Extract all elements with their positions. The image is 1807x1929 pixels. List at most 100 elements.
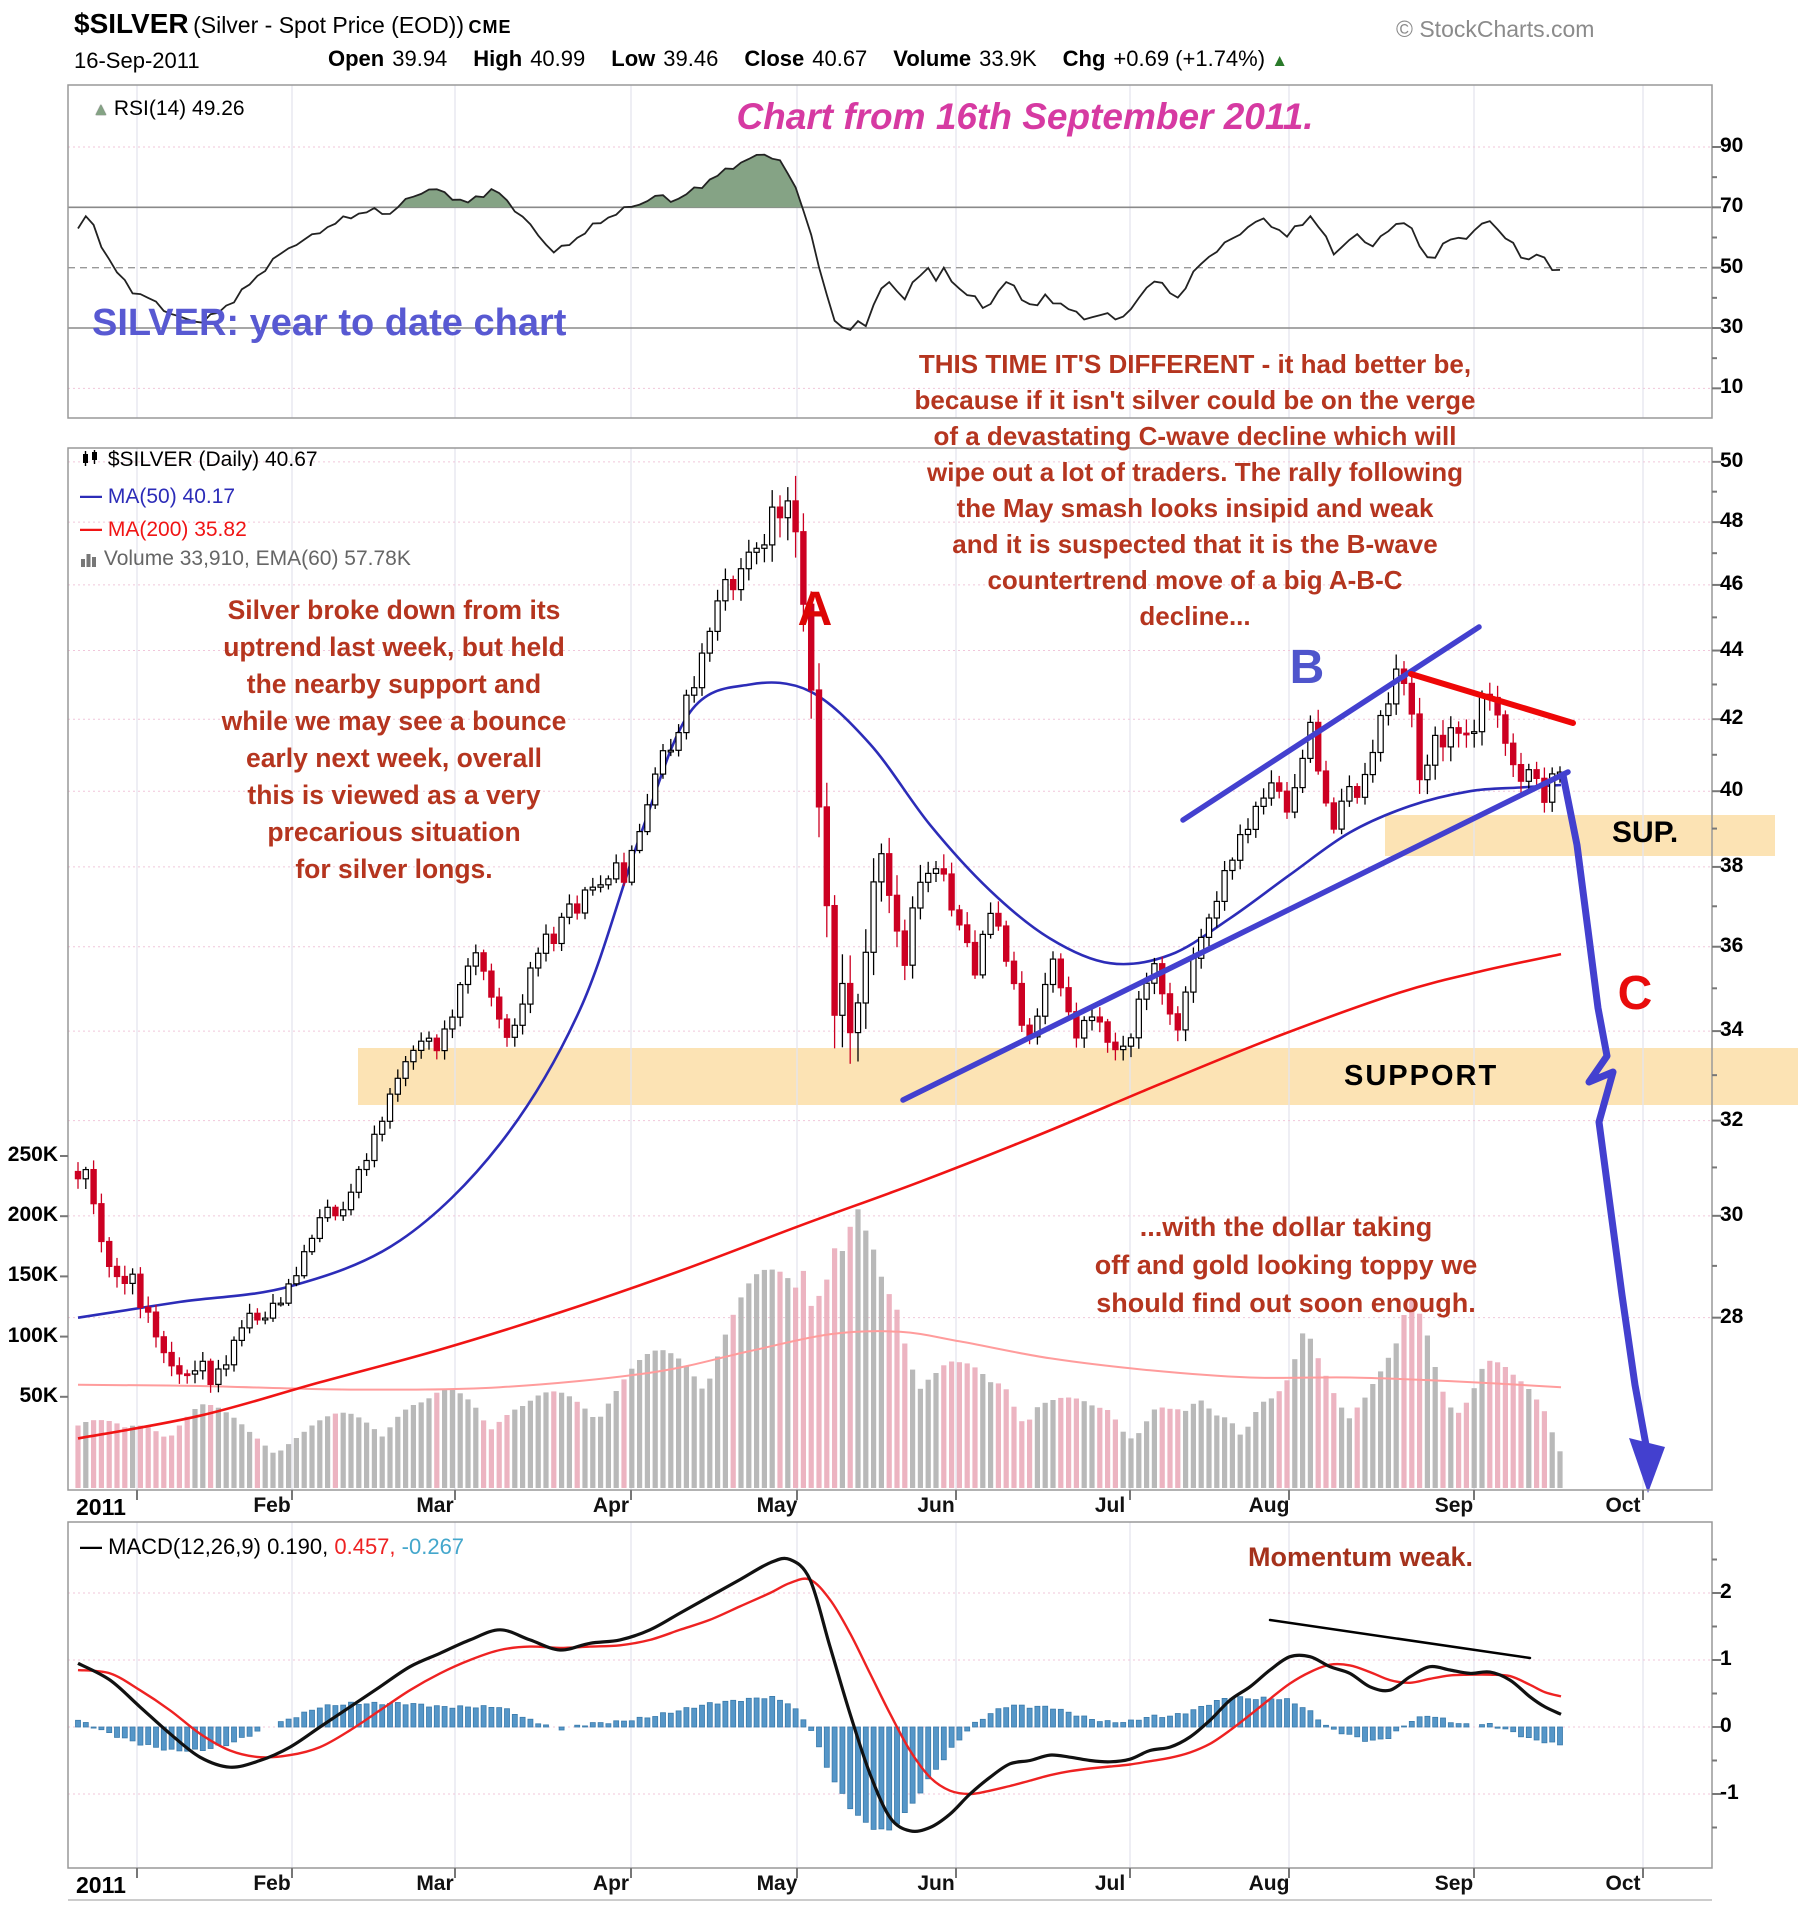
red-note-line: because if it isn't silver could be on t… (914, 385, 1476, 415)
x-axis-month-aug: Aug (1248, 1872, 1290, 1895)
price-axis-label: 28 (1720, 1304, 1744, 1328)
wave-letter-c: C (1617, 967, 1653, 1020)
red-note-line: decline... (1139, 601, 1251, 631)
close-value: 40.67 (812, 46, 868, 71)
legend-ma200: — MA(200) 35.82 (80, 516, 247, 542)
x-axis-year: 2011 (76, 1494, 126, 1520)
price-axis-label: 48 (1720, 509, 1744, 533)
macd-series (75, 1556, 1563, 1833)
macd-axis-label: 2 (1720, 1580, 1732, 1603)
volume-axis-label: 250K (7, 1143, 58, 1166)
left-commentary-block: Silver broke down from its uptrend last … (138, 592, 650, 888)
stockcharts-copyright-link[interactable]: © StockCharts.com (1396, 16, 1595, 42)
open-label: Open (328, 46, 385, 71)
sup-zone-label: SUP. (1612, 816, 1679, 849)
x-axis-month-jun: Jun (917, 1872, 955, 1895)
price-axis-label: 32 (1720, 1107, 1744, 1131)
moving-averages (77, 681, 1562, 1440)
x-axis-month-sep: Sep (1434, 1494, 1474, 1517)
legend-ma50-text: MA(50) 40.17 (107, 485, 236, 508)
rsi-mountain-icon: ▲ (92, 99, 110, 119)
x-axis-month-feb: Feb (253, 1494, 291, 1517)
candlesticks (74, 475, 1564, 1393)
rsi-axis-label: 70 (1720, 194, 1744, 218)
volume-value: 33.9K (979, 46, 1037, 71)
volume-label: Volume (893, 46, 972, 71)
panel-frames (60, 84, 1721, 1901)
macd-line-icon: — (80, 1534, 102, 1559)
legend-symbol-text: $SILVER (Daily) 40.67 (107, 448, 318, 471)
quote-row: Open 39.94 High 40.99 Low 39.46 Close 40.67 … (328, 46, 1288, 72)
ticker-name: (Silver - Spot Price (EOD)) (193, 12, 465, 38)
rsi-axis-label: 50 (1720, 254, 1744, 278)
dollar-note-line: ...with the dollar taking (1139, 1212, 1433, 1242)
exchange-label: CME (468, 17, 512, 37)
x-axis-month-feb: Feb (253, 1872, 291, 1895)
low-value: 39.46 (663, 46, 719, 71)
chg-label: Chg (1062, 46, 1106, 71)
close-label: Close (744, 46, 805, 71)
x-axis-month-may: May (756, 1494, 798, 1517)
quote-close: Close 40.67 (744, 46, 867, 72)
support-zone-label: SUPPORT (1344, 1060, 1499, 1092)
ticker-symbol: $SILVER (74, 8, 189, 39)
legend-ma50: — MA(50) 40.17 (80, 483, 235, 509)
x-axis-month-sep: Sep (1434, 1872, 1474, 1895)
volume-series (75, 1209, 1563, 1488)
red-note-line: THIS TIME IT'S DIFFERENT - it had better… (918, 349, 1472, 379)
open-value: 39.94 (392, 46, 448, 71)
dollar-note-line: should find out soon enough. (1096, 1288, 1476, 1318)
rsi-series (77, 153, 1561, 331)
quote-open: Open 39.94 (328, 46, 447, 72)
legend-volume: Volume 33,910, EMA(60) 57.78K (80, 547, 411, 571)
volume-axis-label: 150K (7, 1263, 58, 1287)
left-note-line: precarious situation (267, 817, 521, 847)
macd-axis-label: 1 (1720, 1647, 1732, 1670)
price-axis-label: 36 (1720, 933, 1744, 957)
red-note-line: of a devastating C-wave decline which wi… (933, 421, 1457, 451)
x-axis-month-apr: Apr (592, 1872, 630, 1895)
wave-letter-a: A (797, 583, 833, 636)
candlestick-icon (83, 450, 97, 466)
x-axis-month-mar: Mar (416, 1872, 454, 1895)
quote-date: 16-Sep-2011 (74, 48, 200, 73)
chg-value: +0.69 (+1.74%) (1113, 46, 1266, 71)
dollar-commentary-block: ...with the dollar taking off and gold l… (1018, 1208, 1554, 1322)
rsi-legend: ▲ RSI(14) 49.26 (92, 97, 245, 121)
macd-axis-label: 0 (1720, 1714, 1732, 1737)
legend-symbol: $SILVER (Daily) 40.67 (80, 448, 318, 472)
price-axis-label: 46 (1720, 571, 1744, 595)
x-axis-month-oct: Oct (1605, 1872, 1641, 1895)
red-note-line: countertrend move of a big A-B-C (987, 565, 1403, 595)
red-commentary-block: THIS TIME IT'S DIFFERENT - it had better… (778, 346, 1612, 634)
quote-chg: Chg +0.69 (+1.74%) ▲ (1063, 46, 1288, 72)
price-axis-label: 44 (1720, 637, 1744, 661)
volume-bars-icon (81, 554, 96, 567)
high-value: 40.99 (530, 46, 586, 71)
x-axis-month-jul: Jul (1094, 1872, 1126, 1895)
price-axis-label: 34 (1720, 1018, 1744, 1042)
rsi-axis-label: 30 (1720, 315, 1744, 338)
rsi-legend-text: RSI(14) 49.26 (113, 97, 245, 120)
dollar-note-line: off and gold looking toppy we (1094, 1250, 1478, 1280)
up-triangle-icon: ▲ (1271, 51, 1289, 70)
x-axis-month-may: May (756, 1872, 798, 1895)
macd-legend-main: MACD(12,26,9) 0.190, (108, 1534, 329, 1559)
momentum-note: Momentum weak. (1248, 1542, 1474, 1572)
quote-high: High 40.99 (473, 46, 585, 72)
quote-low: Low 39.46 (611, 46, 718, 72)
left-note-line: early next week, overall (245, 743, 543, 773)
macd-axis-label: -1 (1720, 1781, 1739, 1804)
x-axis-month-jun: Jun (917, 1494, 955, 1517)
volume-axis-label: 200K (7, 1203, 58, 1227)
price-axis-label: 30 (1720, 1202, 1744, 1226)
x-axis-month-aug: Aug (1248, 1494, 1290, 1517)
price-axis-label: 40 (1720, 778, 1744, 802)
red-note-line: and it is suspected that it is the B-wav… (952, 529, 1438, 559)
high-label: High (473, 46, 523, 71)
red-note-line: the May smash looks insipid and weak (956, 493, 1434, 523)
price-axis-label: 50 (1720, 448, 1744, 472)
price-axis-label: 38 (1720, 853, 1744, 877)
left-note-line: for silver longs. (295, 854, 493, 884)
